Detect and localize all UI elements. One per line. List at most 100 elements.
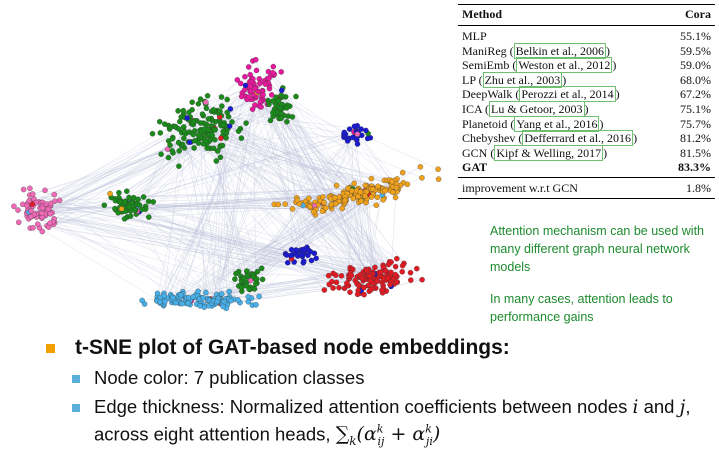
- tsne-node: [334, 183, 339, 188]
- tsne-node: [112, 206, 117, 211]
- tsne-node: [394, 256, 399, 261]
- tsne-node: [228, 298, 233, 303]
- tsne-node: [270, 110, 275, 115]
- tsne-node: [290, 206, 295, 211]
- tsne-node: [252, 286, 257, 291]
- tsne-node: [279, 116, 284, 121]
- note-attention-mechanism: Attention mechanism can be used with man…: [490, 222, 715, 276]
- tsne-node: [381, 264, 386, 269]
- orange-square-bullet-icon: [46, 344, 55, 353]
- tsne-node: [388, 282, 393, 287]
- tsne-node: [157, 119, 162, 124]
- tsne-node: [116, 190, 121, 195]
- tsne-node: [151, 199, 156, 204]
- tsne-node: [124, 189, 129, 194]
- tsne-node: [386, 262, 391, 267]
- tsne-node: [266, 76, 271, 81]
- tsne-node: [170, 148, 175, 153]
- main-bullet-text: t-SNE plot of GAT-based node embeddings:: [75, 336, 510, 360]
- tsne-node: [227, 289, 232, 294]
- tsne-node: [285, 260, 290, 265]
- tsne-node: [170, 295, 175, 300]
- cora-score-cell: 75.7%: [668, 117, 715, 132]
- tsne-node: [381, 197, 386, 202]
- tsne-node: [219, 104, 224, 109]
- tsne-node: [222, 299, 227, 304]
- sub-bullet-edge-thickness-text: Edge thickness: Normalized attention coe…: [94, 396, 694, 453]
- tsne-node: [192, 145, 197, 150]
- tsne-node: [177, 148, 182, 153]
- tsne-node: [132, 207, 137, 212]
- tsne-node: [331, 285, 336, 290]
- tsne-node: [173, 300, 178, 305]
- tsne-node: [248, 84, 253, 89]
- tsne-node: [29, 208, 34, 213]
- tsne-node: [233, 271, 238, 276]
- tsne-node: [198, 303, 203, 308]
- tsne-node: [266, 102, 271, 107]
- tsne-node: [374, 203, 379, 208]
- tsne-edge: [41, 118, 185, 203]
- tsne-node: [140, 298, 145, 303]
- tsne-node: [213, 127, 218, 132]
- tsne-node: [102, 203, 107, 208]
- tsne-node: [118, 200, 123, 205]
- tsne-node: [203, 290, 208, 295]
- tsne-node: [168, 143, 173, 148]
- tsne-node: [192, 138, 197, 143]
- tsne-node: [253, 57, 258, 62]
- improvement-label: improvement w.r.t GCN: [458, 177, 668, 198]
- table-row: DeepWalk (Perozzi et al., 2014)67.2%: [458, 87, 715, 102]
- tsne-node: [257, 294, 262, 299]
- tsne-node: [162, 299, 167, 304]
- tsne-node: [219, 291, 224, 296]
- tsne-node: [359, 199, 364, 204]
- table-row: GCN (Kipf & Welling, 2017)81.5%: [458, 146, 715, 161]
- header-cora: Cora: [668, 5, 715, 26]
- tsne-node: [323, 205, 328, 210]
- tsne-node: [182, 128, 187, 133]
- tsne-node: [418, 164, 423, 169]
- tsne-node: [244, 268, 249, 273]
- tsne-node: [276, 202, 281, 207]
- tsne-node: [369, 176, 374, 181]
- tsne-node: [162, 293, 167, 298]
- tsne-node: [214, 158, 219, 163]
- tsne-node: [284, 252, 289, 257]
- tsne-node: [242, 74, 247, 79]
- tsne-node: [370, 187, 375, 192]
- sub-bullet-edge-thickness: Edge thickness: Normalized attention coe…: [72, 396, 694, 453]
- tsne-node: [314, 256, 319, 261]
- tsne-node: [166, 155, 171, 160]
- tsne-node: [354, 138, 359, 143]
- tsne-node: [259, 104, 264, 109]
- tsne-node: [322, 287, 327, 292]
- tsne-node: [246, 294, 251, 299]
- tsne-node: [279, 88, 284, 93]
- tsne-node: [176, 108, 181, 113]
- tsne-node: [311, 209, 316, 214]
- tsne-node: [258, 81, 263, 86]
- tsne-node: [340, 206, 345, 211]
- tsne-node: [367, 273, 372, 278]
- cora-score-cell: 55.1%: [668, 26, 715, 44]
- tsne-node: [389, 179, 394, 184]
- tsne-node: [200, 112, 205, 117]
- cora-score-cell: 59.5%: [668, 44, 715, 59]
- tsne-node: [198, 97, 203, 102]
- tsne-node: [155, 291, 160, 296]
- tsne-node: [290, 114, 295, 119]
- tsne-node: [329, 279, 334, 284]
- tsne-node: [238, 81, 243, 86]
- cora-score-cell: 81.2%: [668, 131, 715, 146]
- tsne-node: [372, 265, 377, 270]
- tsne-node: [369, 287, 374, 292]
- tsne-node: [342, 130, 347, 135]
- tsne-node: [186, 110, 191, 115]
- tsne-node: [245, 273, 250, 278]
- tsne-node: [224, 135, 229, 140]
- tsne-node: [375, 279, 380, 284]
- tsne-node: [369, 194, 374, 199]
- method-cell: MLP: [458, 26, 668, 44]
